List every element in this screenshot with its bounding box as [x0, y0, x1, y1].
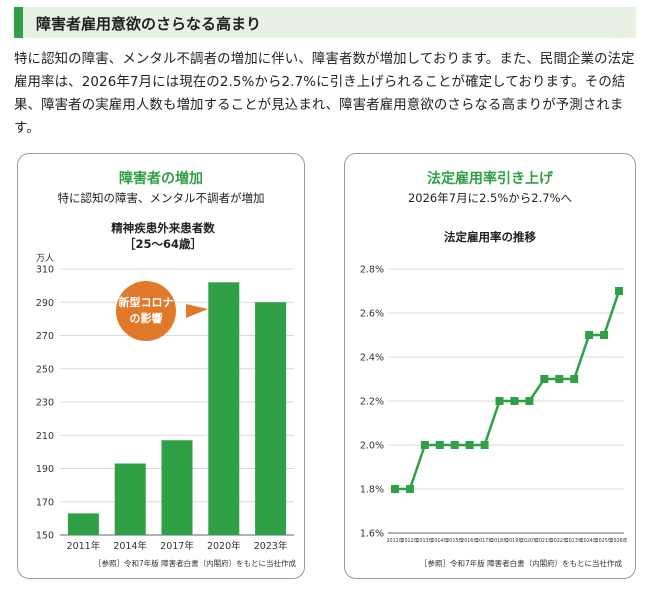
rate-point-2023年: [570, 375, 579, 383]
rate-point-2017年: [480, 441, 489, 449]
line-y-tick-label: 2.8%: [360, 265, 384, 276]
line-chart-title: 法定雇用率の推移: [444, 230, 536, 244]
rate-point-2013年: [420, 441, 429, 449]
line-x-tick-label: 2014年: [431, 537, 448, 544]
line-x-tick-label: 2023年: [566, 537, 583, 544]
bar-x-tick-label: 2014年: [113, 540, 147, 552]
bar-y-tick-label: 250: [36, 364, 54, 375]
rate-point-2014年: [435, 441, 444, 449]
bar-y-tick-label: 210: [36, 431, 54, 442]
line-x-tick-label: 2022年: [551, 537, 568, 544]
bar-chart-y-unit: 万人: [36, 253, 54, 264]
line-y-tick-label: 2.0%: [360, 441, 384, 452]
line-x-tick-label: 2017年: [476, 537, 493, 544]
bar-y-tick-label: 270: [36, 331, 54, 342]
line-x-tick-label: 2011年: [386, 537, 403, 544]
bar-y-tick-label: 190: [36, 464, 54, 475]
patients-card-title: 障害者の増加: [119, 171, 203, 187]
line-y-tick-label: 2.4%: [360, 353, 384, 364]
line-x-tick-label: 2016年: [461, 537, 478, 544]
bar-y-tick-label: 290: [36, 298, 54, 309]
callout-line-1: 新型コロナ: [119, 295, 174, 309]
section-title: 障害者雇用意欲のさらなる高まり: [36, 15, 262, 33]
patients-card-subtitle: 特に認知の障害、メンタル不調者が増加: [57, 191, 265, 205]
line-y-tick-label: 2.2%: [360, 397, 384, 408]
line-x-tick-label: 2012年: [401, 537, 418, 544]
bar-chart-title: 精神疾患外来患者数: [111, 221, 215, 235]
line-y-tick-label: 2.6%: [360, 309, 384, 320]
section-header: 障害者雇用意欲のさらなる高まり: [14, 7, 636, 38]
line-x-tick-label: 2021年: [536, 537, 553, 544]
line-x-tick-label: 2025年: [596, 537, 613, 544]
line-x-tick-label: 2018年: [491, 537, 508, 544]
intro-paragraph: 特に認知の障害、メンタル不調者の増加に伴い、障害者数が増加しております。また、民…: [14, 52, 635, 136]
employment-rate-series-line: [395, 290, 621, 491]
line-x-tick-label: 2013年: [416, 537, 433, 544]
bar-y-tick-label: 310: [36, 265, 54, 276]
header-accent-bar: [14, 7, 23, 38]
line-x-tick-label: 2024年: [581, 537, 598, 544]
employment-rate-line-chart: 法定雇用率の推移 1.6% 1.8% 2.0% 2.2% 2.4% 2.6% 2.8% 2011…: [360, 230, 628, 568]
line-x-tick-label: 2019年: [506, 537, 523, 544]
bar-chart-subtitle: ［25～64歳］: [124, 237, 202, 251]
rate-point-2019年: [510, 397, 519, 405]
line-x-tick-label: 2015年: [446, 537, 463, 544]
bar-2020年: [208, 282, 240, 535]
line-y-tick-label: 1.8%: [360, 485, 384, 496]
rate-point-2015年: [450, 441, 459, 449]
bar-x-tick-label: 2023年: [254, 540, 288, 552]
rate-point-2021年: [540, 375, 549, 383]
bar-2011年: [67, 513, 99, 535]
rate-point-2024年: [585, 331, 594, 339]
bar-2017年: [161, 440, 193, 535]
rate-point-2020年: [525, 397, 534, 405]
employment-rate-card-title: 法定雇用率引き上げ: [427, 171, 553, 187]
employment-rate-card-subtitle: 2026年7月に2.5%から2.7%へ: [407, 191, 572, 205]
bar-x-tick-label: 2011年: [67, 540, 101, 552]
bar-y-tick-label: 150: [36, 531, 54, 542]
line-x-tick-label: 2026年: [610, 537, 627, 544]
rate-point-2011年: [391, 485, 399, 493]
bar-y-tick-label: 170: [36, 497, 54, 508]
rate-point-2012年: [405, 485, 414, 493]
rate-point-2022年: [555, 375, 564, 383]
rate-point-2025年: [600, 331, 609, 339]
callout-bubble: [116, 281, 176, 341]
bar-x-tick-label: 2020年: [207, 540, 241, 552]
bar-y-tick-label: 230: [36, 398, 54, 409]
employment-rate-card: 法定雇用率引き上げ 2026年7月に2.5%から2.7%へ: [344, 153, 636, 579]
line-chart-source: ［参照］令和7年版 障害者白書（内閣府）をもとに当社作成: [420, 558, 623, 568]
rate-point-2026年: [615, 287, 623, 295]
bar-2023年: [255, 302, 287, 535]
rate-point-2016年: [465, 441, 474, 449]
callout-line-2: の影響: [130, 311, 163, 325]
callout-pointer: [186, 304, 208, 318]
bar-chart-source: ［参照］令和7年版 障害者白書（内閣府）をもとに当社作成: [94, 558, 297, 568]
bar-x-tick-label: 2017年: [160, 540, 194, 552]
rate-point-2018年: [495, 397, 504, 405]
line-y-tick-label: 1.6%: [360, 529, 384, 540]
patients-bar-chart: 精神疾患外来患者数 ［25～64歳］ 万人 150 170 190 210 230 250 270…: [36, 221, 297, 568]
line-x-tick-label: 2020年: [521, 537, 538, 544]
bar-2014年: [114, 463, 146, 535]
